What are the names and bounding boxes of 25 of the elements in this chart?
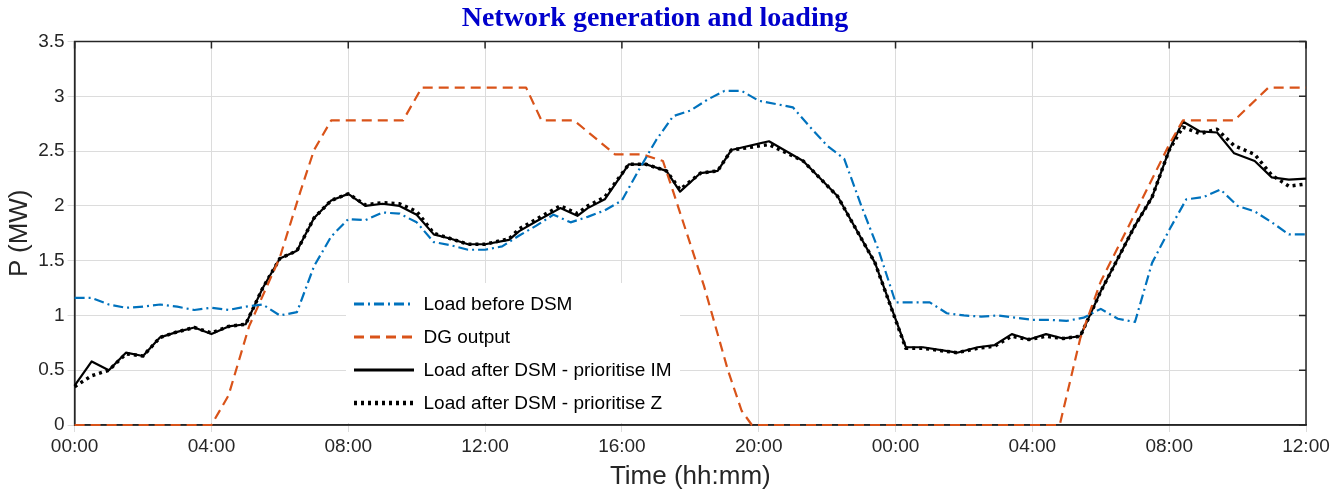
y-axis-title: P (MW) [2, 189, 33, 278]
x-tick-label: 20:00 [734, 434, 783, 456]
x-tick-label: 04:00 [187, 434, 236, 456]
chart-title: Network generation and loading [461, 1, 849, 33]
x-tick-label: 12:00 [1282, 434, 1330, 456]
y-tick-label: 1.5 [38, 248, 65, 270]
legend-label: DG output [423, 325, 511, 348]
x-tick-label: 08:00 [324, 434, 373, 456]
x-tick-label: 08:00 [1145, 434, 1193, 456]
y-tick-label: 0.5 [38, 358, 65, 380]
x-axis-title: Time (hh:mm) [609, 459, 771, 490]
y-tick-label: 2 [54, 194, 65, 216]
y-tick-label: 3 [54, 84, 65, 106]
x-tick-label: 00:00 [871, 434, 920, 456]
x-tick-label: 00:00 [50, 434, 99, 456]
y-tick-label: 1 [54, 303, 65, 325]
x-tick-label: 16:00 [598, 434, 646, 456]
legend-label: Load before DSM [423, 292, 573, 315]
x-tick-label: 04:00 [1008, 434, 1057, 456]
x-tick-label: 12:00 [461, 434, 509, 456]
legend-label: Load after DSM - prioritise IM [423, 358, 672, 381]
legend-label: Load after DSM - prioritise Z [423, 391, 663, 414]
y-tick-label: 2.5 [38, 139, 65, 161]
y-tick-label: 3.5 [38, 29, 65, 51]
y-tick-label: 0 [54, 413, 65, 435]
